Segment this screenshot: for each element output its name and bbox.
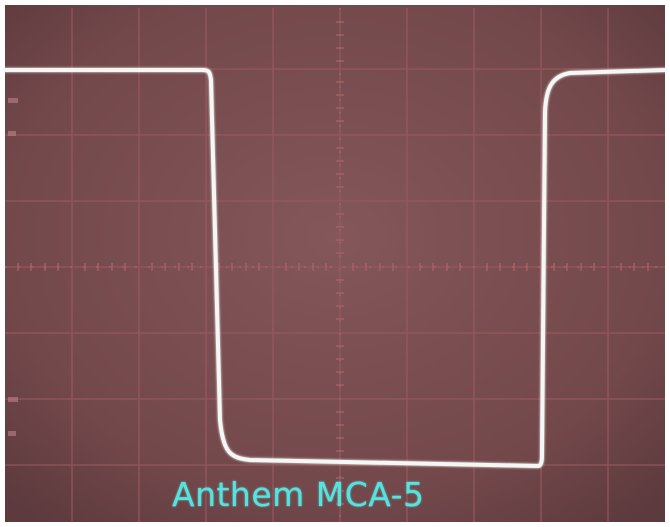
square-wave-trace bbox=[3, 68, 667, 468]
edge-markings bbox=[8, 98, 18, 436]
graticule bbox=[5, 8, 665, 522]
center-axis-ticks-marks bbox=[17, 21, 649, 505]
screen-caption: Anthem MCA-5 bbox=[172, 475, 425, 514]
